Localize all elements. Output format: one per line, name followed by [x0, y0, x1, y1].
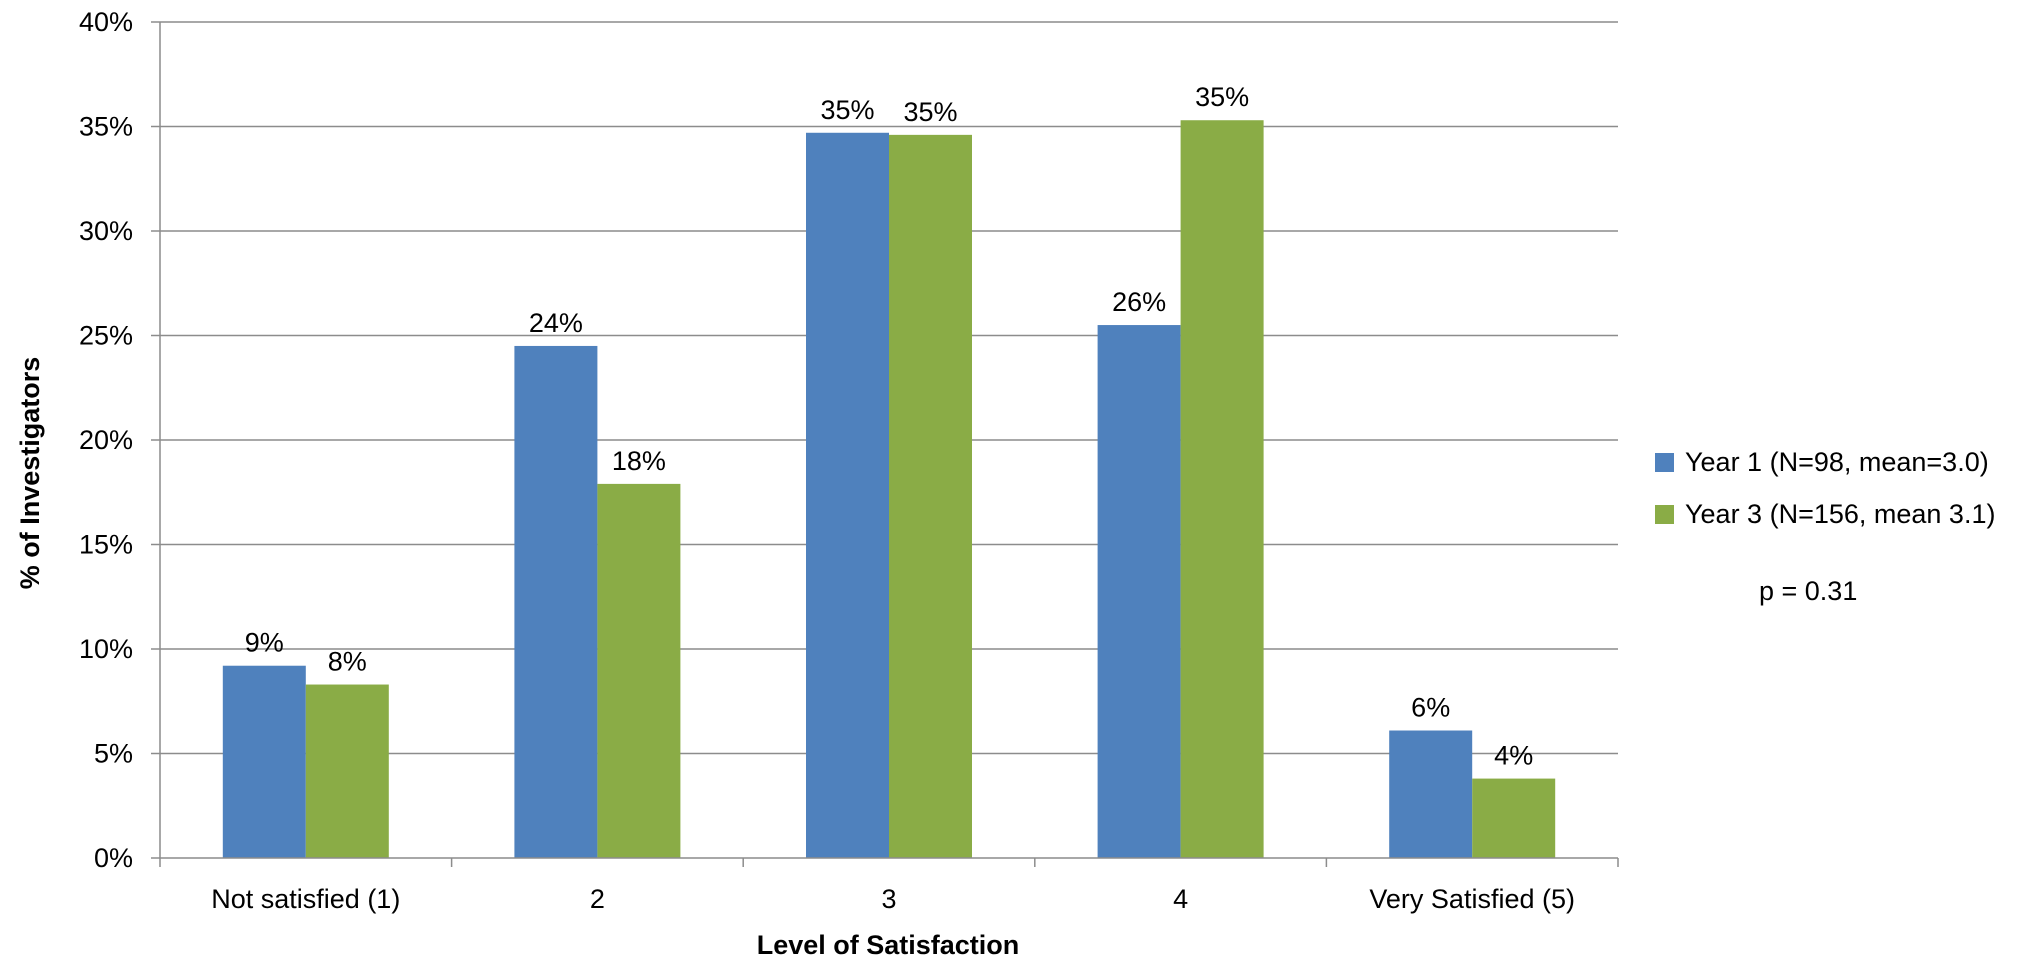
- data-label: 35%: [1195, 82, 1249, 112]
- legend-item-year-1: Year 1 (N=98, mean=3.0): [1655, 446, 1995, 478]
- y-tick-label: 25%: [79, 321, 133, 351]
- y-tick-label: 5%: [94, 739, 133, 769]
- bar-year-1: [806, 132, 889, 858]
- x-tick-label: 2: [590, 884, 605, 914]
- x-tick-label: 4: [1173, 884, 1188, 914]
- bar-year-1: [222, 665, 306, 858]
- bar-year-1: [514, 345, 598, 858]
- data-label: 9%: [245, 628, 284, 658]
- data-label: 6%: [1411, 693, 1450, 723]
- data-label: 8%: [328, 647, 367, 677]
- bar-year-1: [1097, 325, 1181, 858]
- x-tick-label: Very Satisfied (5): [1369, 884, 1575, 914]
- legend-label-year-3: Year 3 (N=156, mean 3.1): [1685, 498, 1996, 529]
- y-tick-label: 10%: [79, 634, 133, 664]
- data-label: 4%: [1494, 741, 1533, 771]
- x-tick-label: 3: [881, 884, 896, 914]
- legend-swatch-year-3: [1655, 504, 1674, 524]
- bar-year-3: [889, 134, 972, 859]
- data-label: 24%: [529, 308, 583, 338]
- data-label: 26%: [1112, 287, 1166, 317]
- x-axis-title: Level of Satisfaction: [757, 930, 1020, 957]
- legend: Year 1 (N=98, mean=3.0) Year 3 (N=156, m…: [1655, 446, 1995, 550]
- bar-year-1: [1389, 730, 1473, 858]
- bar-year-3: [1180, 120, 1264, 859]
- data-label: 18%: [612, 446, 666, 476]
- y-tick-label: 20%: [79, 425, 133, 455]
- y-axis-title: % of Investigators: [15, 357, 45, 590]
- bar-year-3: [1472, 778, 1556, 858]
- legend-swatch-year-1: [1655, 452, 1674, 472]
- legend-label-year-1: Year 1 (N=98, mean=3.0): [1685, 446, 1989, 477]
- legend-item-year-3: Year 3 (N=156, mean 3.1): [1655, 498, 1995, 530]
- p-value-annotation: p = 0.31: [1759, 576, 1858, 606]
- y-tick-label: 30%: [79, 216, 133, 246]
- y-tick-label: 40%: [79, 7, 133, 37]
- y-tick-label: 0%: [94, 843, 133, 873]
- y-tick-label: 15%: [79, 530, 133, 560]
- x-tick-label: Not satisfied (1): [211, 884, 400, 914]
- data-label: 35%: [820, 95, 874, 125]
- data-label: 35%: [903, 97, 957, 127]
- bar-year-3: [597, 483, 681, 858]
- y-tick-label: 35%: [79, 112, 133, 142]
- bar-year-3: [305, 684, 389, 858]
